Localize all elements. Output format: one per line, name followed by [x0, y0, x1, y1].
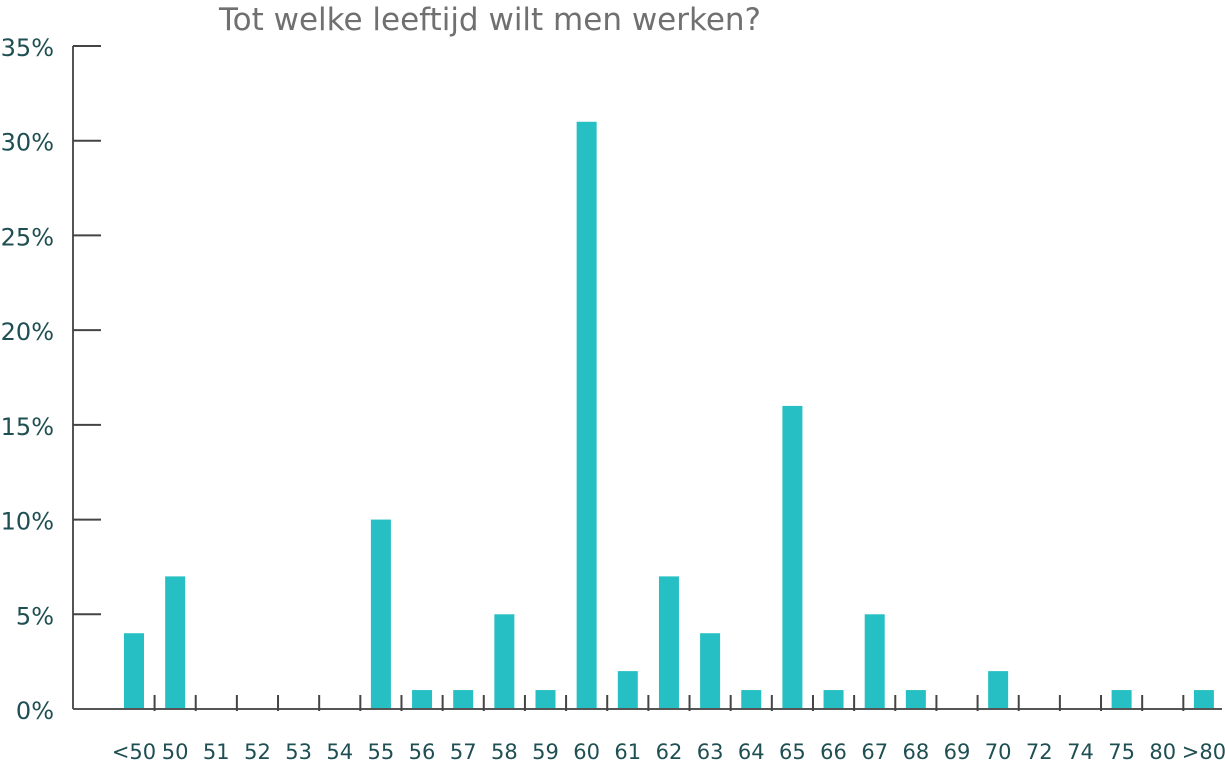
bar	[658, 576, 679, 709]
bar	[741, 690, 762, 709]
x-tick-label: 59	[532, 740, 559, 764]
y-tick-label: 10%	[1, 508, 54, 536]
bar	[864, 614, 885, 709]
bar	[370, 519, 391, 709]
x-tick-label: 50	[162, 740, 189, 764]
x-tick-label: 60	[573, 740, 600, 764]
bar	[165, 576, 186, 709]
x-tick-label: 52	[244, 740, 271, 764]
bars	[124, 121, 1214, 710]
bar	[700, 633, 721, 709]
bar	[453, 690, 474, 709]
x-tick-label: 56	[409, 740, 436, 764]
x-tick-label: 65	[779, 740, 806, 764]
x-tick-label: 68	[902, 740, 929, 764]
y-tick-label: 5%	[16, 602, 54, 630]
bar	[412, 690, 433, 709]
bar	[1111, 690, 1132, 709]
x-tick-label: 54	[326, 740, 353, 764]
x-tick-label: 69	[944, 740, 971, 764]
x-tick-label: 66	[820, 740, 847, 764]
y-tick-label: 30%	[1, 129, 54, 157]
x-tick-label: 55	[368, 740, 395, 764]
x-tick-label: 67	[861, 740, 888, 764]
x-tick-label: 70	[985, 740, 1012, 764]
bar	[535, 690, 556, 709]
bar	[905, 690, 926, 709]
y-tick-label: 35%	[1, 34, 54, 62]
x-tick-label: 80	[1149, 740, 1176, 764]
x-tick-label: 53	[285, 740, 312, 764]
x-tick-label: 64	[738, 740, 765, 764]
bar	[782, 405, 803, 709]
bar	[617, 671, 638, 709]
x-tick-label: <50	[112, 740, 156, 764]
x-tick-label: 74	[1067, 740, 1094, 764]
y-tick-label: 20%	[1, 318, 54, 346]
x-tick-label: 75	[1108, 740, 1135, 764]
x-axis: <50 50 51 52 53 54 55 56 57 58 59 60 61 62 63 64 65 66 67 6…	[73, 695, 1225, 764]
x-tick-label: 63	[697, 740, 724, 764]
bar	[494, 614, 515, 709]
chart-title: Tot welke leeftijd wilt men werken?	[218, 2, 761, 38]
bar	[124, 633, 144, 709]
bar	[576, 121, 597, 710]
bar	[988, 671, 1009, 709]
x-tick-label: 72	[1026, 740, 1053, 764]
y-tick-label: 0%	[16, 697, 54, 725]
y-tick-label: 15%	[1, 413, 54, 441]
bar	[823, 690, 844, 709]
x-tick-label: 51	[203, 740, 230, 764]
y-axis: 0% 5% 10% 15% 20% 25% 30% 35%	[1, 34, 101, 725]
x-tick-label: 57	[450, 740, 477, 764]
bar	[1193, 690, 1214, 709]
x-tick-label: 61	[614, 740, 641, 764]
x-tick-label: >80	[1182, 740, 1225, 764]
x-tick-label: 62	[656, 740, 683, 764]
x-tick-label: 58	[491, 740, 518, 764]
y-tick-label: 25%	[1, 223, 54, 251]
